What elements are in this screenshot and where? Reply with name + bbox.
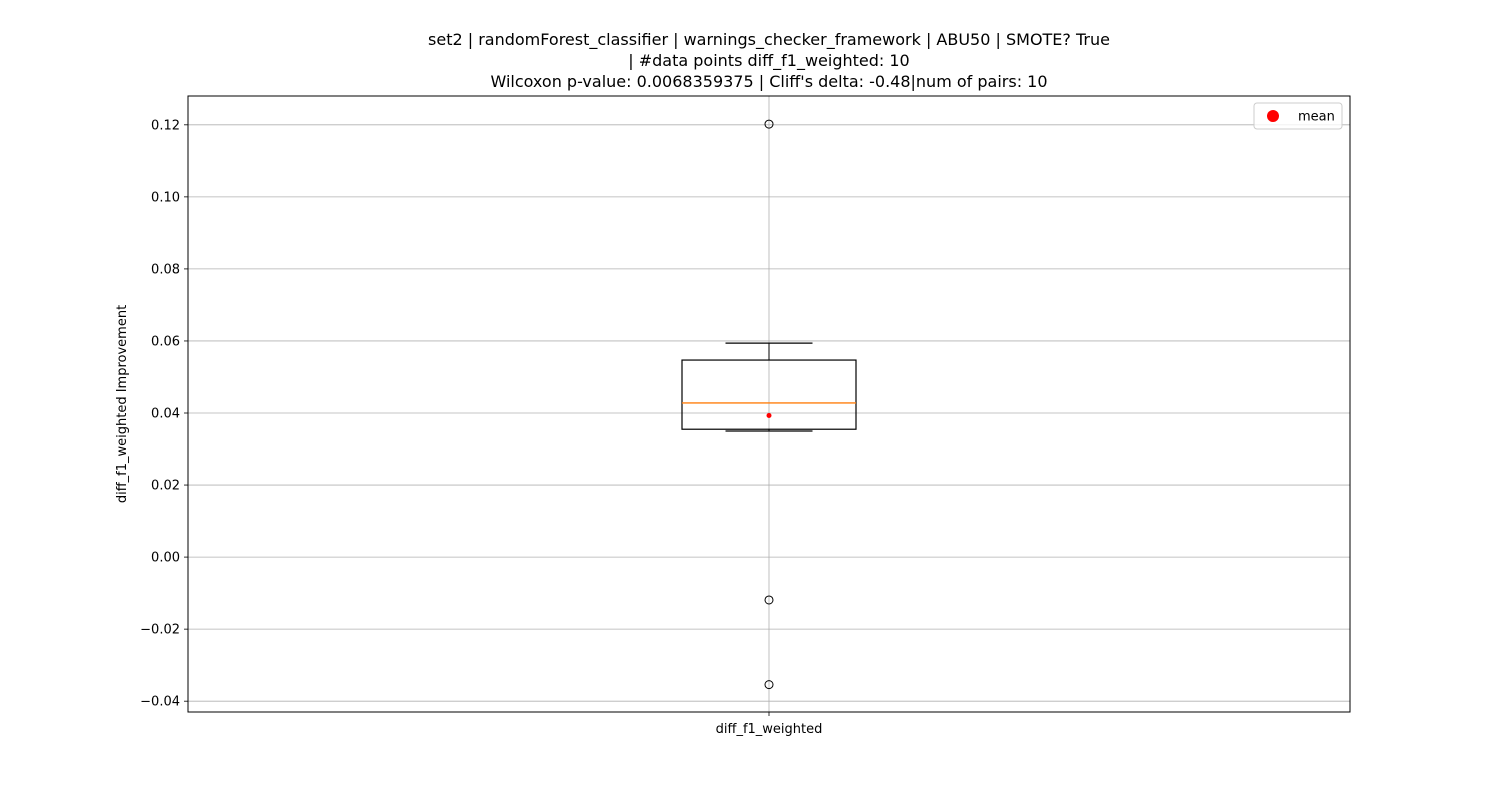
- y-tick-label: −0.02: [140, 623, 180, 638]
- y-tick-label: 0.02: [151, 479, 180, 494]
- chart-title-line-2: | #data points diff_f1_weighted: 10: [628, 51, 910, 70]
- y-axis-label: diff_f1_weighted Improvement: [115, 305, 130, 503]
- y-tick-label: 0.10: [151, 190, 180, 205]
- outlier-point: [764, 595, 774, 605]
- y-tick-label: 0.06: [151, 334, 180, 349]
- y-tick-label: 0.08: [151, 262, 180, 277]
- chart-title-line-1: set2 | randomForest_classifier | warning…: [428, 30, 1110, 49]
- legend-marker: [1267, 110, 1279, 122]
- y-tick-label: 0.00: [151, 551, 180, 566]
- outlier-point: [764, 680, 774, 690]
- iqr-box: [681, 359, 857, 430]
- y-tick-label: 0.12: [151, 118, 180, 133]
- legend-box: [1253, 102, 1343, 130]
- y-tick-label: −0.04: [140, 695, 180, 710]
- mean-point: [766, 413, 772, 419]
- y-tick-label: 0.04: [151, 407, 180, 422]
- plot-frame: [187, 95, 1351, 713]
- x-tick-label: diff_f1_weighted: [716, 722, 823, 737]
- outlier-point: [764, 119, 774, 129]
- legend-label: mean: [1298, 110, 1335, 125]
- chart-title-line-3: Wilcoxon p-value: 0.0068359375 | Cliff's…: [490, 72, 1048, 91]
